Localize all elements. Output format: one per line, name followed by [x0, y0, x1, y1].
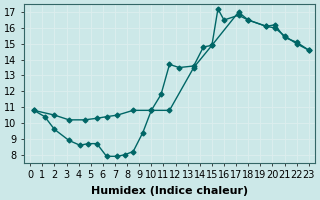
X-axis label: Humidex (Indice chaleur): Humidex (Indice chaleur) — [91, 186, 248, 196]
